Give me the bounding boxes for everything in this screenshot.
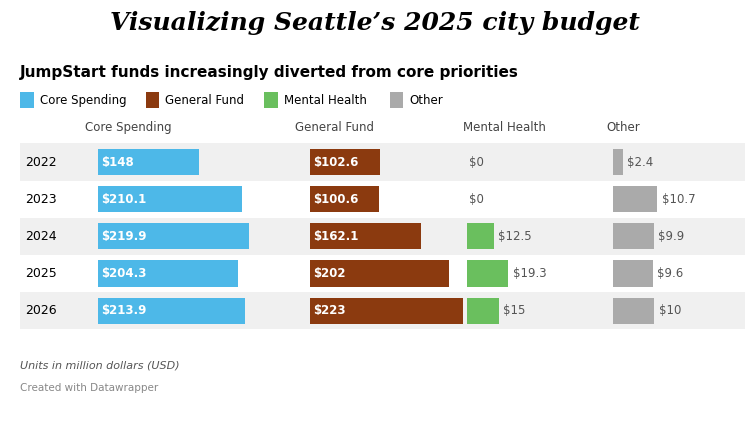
Text: Created with Datawrapper: Created with Datawrapper bbox=[20, 383, 158, 393]
Text: Core Spending: Core Spending bbox=[85, 121, 171, 134]
FancyBboxPatch shape bbox=[466, 260, 509, 287]
FancyBboxPatch shape bbox=[310, 260, 448, 287]
Text: $12.5: $12.5 bbox=[498, 230, 532, 243]
Text: 2026: 2026 bbox=[25, 304, 56, 317]
Text: Other: Other bbox=[606, 121, 640, 134]
FancyBboxPatch shape bbox=[98, 298, 244, 324]
FancyBboxPatch shape bbox=[310, 186, 379, 212]
Text: $10: $10 bbox=[658, 304, 681, 317]
Text: $9.9: $9.9 bbox=[658, 230, 685, 243]
Text: $100.6: $100.6 bbox=[314, 193, 358, 206]
FancyBboxPatch shape bbox=[98, 186, 242, 212]
FancyBboxPatch shape bbox=[20, 255, 745, 292]
FancyBboxPatch shape bbox=[310, 223, 422, 249]
Text: $202: $202 bbox=[314, 267, 346, 280]
FancyBboxPatch shape bbox=[310, 149, 380, 175]
Text: Other: Other bbox=[410, 94, 443, 107]
Text: $162.1: $162.1 bbox=[314, 230, 358, 243]
FancyBboxPatch shape bbox=[613, 149, 622, 175]
Text: 2025: 2025 bbox=[25, 267, 56, 280]
FancyBboxPatch shape bbox=[20, 218, 745, 255]
FancyBboxPatch shape bbox=[613, 186, 657, 212]
FancyBboxPatch shape bbox=[613, 298, 654, 324]
Text: $15: $15 bbox=[503, 304, 526, 317]
Text: Core Spending: Core Spending bbox=[40, 94, 126, 107]
FancyBboxPatch shape bbox=[98, 223, 249, 249]
FancyBboxPatch shape bbox=[613, 223, 654, 249]
Text: $9.6: $9.6 bbox=[657, 267, 683, 280]
Text: $148: $148 bbox=[101, 156, 134, 168]
Text: $19.3: $19.3 bbox=[513, 267, 546, 280]
FancyBboxPatch shape bbox=[310, 298, 463, 324]
Text: $0: $0 bbox=[470, 193, 484, 206]
FancyBboxPatch shape bbox=[20, 292, 745, 329]
Text: JumpStart funds increasingly diverted from core priorities: JumpStart funds increasingly diverted fr… bbox=[20, 65, 519, 81]
Text: $223: $223 bbox=[314, 304, 346, 317]
FancyBboxPatch shape bbox=[613, 260, 652, 287]
Text: 2024: 2024 bbox=[25, 230, 56, 243]
FancyBboxPatch shape bbox=[466, 223, 494, 249]
Text: $2.4: $2.4 bbox=[627, 156, 653, 168]
Text: 2022: 2022 bbox=[25, 156, 56, 168]
Text: Visualizing Seattle’s 2025 city budget: Visualizing Seattle’s 2025 city budget bbox=[110, 11, 640, 35]
Text: $0: $0 bbox=[470, 156, 484, 168]
Text: $204.3: $204.3 bbox=[101, 267, 147, 280]
Text: Units in million dollars (USD): Units in million dollars (USD) bbox=[20, 360, 180, 370]
Text: 2023: 2023 bbox=[25, 193, 56, 206]
Text: Mental Health: Mental Health bbox=[463, 121, 545, 134]
Text: $219.9: $219.9 bbox=[101, 230, 147, 243]
FancyBboxPatch shape bbox=[20, 181, 745, 218]
FancyBboxPatch shape bbox=[98, 260, 238, 287]
Text: $10.7: $10.7 bbox=[662, 193, 695, 206]
Text: General Fund: General Fund bbox=[165, 94, 244, 107]
FancyBboxPatch shape bbox=[20, 143, 745, 181]
Text: $210.1: $210.1 bbox=[101, 193, 146, 206]
Text: Mental Health: Mental Health bbox=[284, 94, 367, 107]
Text: General Fund: General Fund bbox=[295, 121, 374, 134]
FancyBboxPatch shape bbox=[98, 149, 200, 175]
FancyBboxPatch shape bbox=[466, 298, 499, 324]
Text: $102.6: $102.6 bbox=[314, 156, 358, 168]
Text: $213.9: $213.9 bbox=[101, 304, 147, 317]
